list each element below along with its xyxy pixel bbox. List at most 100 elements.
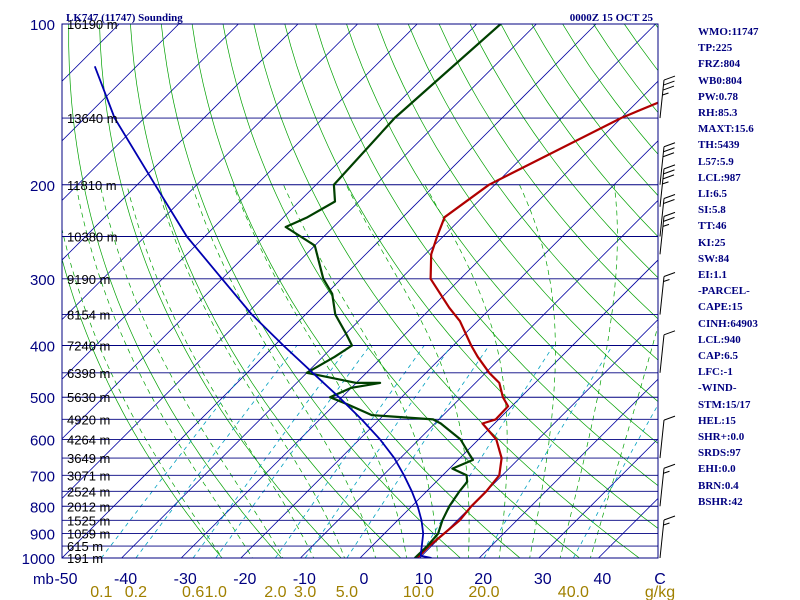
index-line: BRN:0.4 bbox=[698, 479, 739, 492]
mixing-ratio-tick-label: 0.1 bbox=[90, 584, 112, 600]
axis-labels: 16190 m 13640 m 11810 m 10380 m 9190 m 8154 m… bbox=[22, 17, 676, 600]
pressure-tick-label: 200 bbox=[30, 178, 55, 195]
index-line: LI:6.5 bbox=[698, 188, 728, 201]
isotherm-line bbox=[359, 259, 658, 558]
temperature-tick-label: 0 bbox=[360, 571, 369, 588]
moist-adiabat-line bbox=[62, 227, 223, 558]
index-line: SHR+:0.0 bbox=[698, 431, 745, 444]
height-label: 3071 m bbox=[67, 468, 110, 483]
dry-adiabat-line bbox=[222, 24, 581, 558]
dewpoint-trace bbox=[284, 24, 502, 558]
index-line: -PARCEL- bbox=[698, 285, 750, 298]
height-label: 1059 m bbox=[67, 527, 110, 542]
height-label: 615 m bbox=[67, 539, 103, 554]
mixing-ratio-tick-label: 10.0 bbox=[403, 584, 434, 600]
pressure-tick-label: 900 bbox=[30, 527, 55, 544]
moist-adiabat-line bbox=[126, 184, 315, 558]
dry-adiabat-line bbox=[99, 24, 342, 558]
mixing-ratio-line bbox=[483, 345, 613, 558]
index-line: LCL:987 bbox=[698, 171, 741, 184]
index-line: -WIND- bbox=[698, 382, 737, 395]
height-label: 5630 m bbox=[67, 390, 110, 405]
dry-adiabat-line bbox=[438, 24, 658, 320]
height-label: 4920 m bbox=[67, 412, 110, 427]
pressure-tick-label: 1000 bbox=[22, 551, 55, 568]
moist-adiabat-line bbox=[590, 324, 658, 558]
pressure-unit-label: mb bbox=[33, 571, 54, 588]
parcel-trace bbox=[93, 65, 432, 558]
dry-adiabat-line bbox=[62, 257, 223, 558]
height-label: 11810 m bbox=[67, 178, 117, 193]
wind-barb bbox=[659, 211, 676, 255]
isotherm-line bbox=[180, 80, 658, 558]
index-line: TP:225 bbox=[698, 42, 733, 55]
index-line: MAXT:15.6 bbox=[698, 123, 754, 136]
moist-adiabat-line bbox=[75, 184, 253, 558]
index-line: WMO:11747 bbox=[698, 26, 759, 38]
dry-adiabat-line bbox=[346, 24, 658, 444]
wind-barb bbox=[659, 415, 676, 459]
index-line: TH:5439 bbox=[698, 139, 740, 152]
temperature-tick-label: -40 bbox=[114, 571, 137, 588]
isotherm-line bbox=[62, 24, 537, 499]
index-line: HEL:15 bbox=[698, 414, 736, 427]
dry-adiabat-line bbox=[130, 24, 402, 558]
dry-adiabat-line bbox=[315, 24, 658, 487]
isotherm-line bbox=[538, 438, 658, 558]
moist-adiabat-line bbox=[519, 184, 556, 558]
index-line: KI:25 bbox=[698, 236, 726, 249]
height-label: 7240 m bbox=[67, 339, 110, 354]
index-line: SW:84 bbox=[698, 252, 730, 265]
index-line: L57:5.9 bbox=[698, 155, 734, 168]
height-label: 6398 m bbox=[67, 366, 110, 381]
plot-frame bbox=[61, 23, 659, 559]
pressure-tick-label: 500 bbox=[30, 390, 55, 407]
wind-barb bbox=[659, 463, 676, 507]
wind-barb bbox=[659, 330, 676, 373]
index-line: EI:1.1 bbox=[698, 269, 728, 282]
mixing-ratio-line bbox=[573, 404, 658, 558]
moist-adiabat-line bbox=[156, 184, 345, 558]
mixing-ratio-unit-label: g/kg bbox=[645, 584, 675, 600]
dry-adiabat-line bbox=[407, 24, 658, 361]
mixing-ratio-line bbox=[418, 345, 554, 558]
mixing-ratio-tick-label: 5.0 bbox=[336, 584, 358, 600]
isotherm-line bbox=[478, 378, 658, 558]
isotherm-line bbox=[62, 24, 358, 321]
height-label: 191 m bbox=[67, 551, 103, 566]
wind-barb bbox=[659, 194, 676, 237]
height-label: 2012 m bbox=[67, 499, 110, 514]
index-line: FRZ:804 bbox=[698, 58, 741, 71]
height-label: 4264 m bbox=[67, 433, 110, 448]
isotherm-line bbox=[240, 140, 658, 558]
index-line: CINH:64903 bbox=[698, 317, 758, 330]
station-title: LK747 (11747) Sounding bbox=[66, 12, 183, 24]
temperature-tick-label: -20 bbox=[233, 571, 256, 588]
index-line: LCL:940 bbox=[698, 333, 741, 346]
height-label: 16190 m bbox=[67, 17, 118, 32]
wind-barb bbox=[659, 75, 676, 119]
pressure-tick-label: 600 bbox=[30, 433, 55, 450]
index-line: SRDS:97 bbox=[698, 447, 741, 460]
temperature-tick-label: -30 bbox=[174, 571, 197, 588]
index-line: CAPE:15 bbox=[698, 301, 743, 314]
temperature-tick-label: -10 bbox=[293, 571, 316, 588]
profile-traces bbox=[93, 24, 658, 558]
pressure-tick-label: 100 bbox=[30, 17, 55, 34]
isobars bbox=[62, 23, 658, 559]
moist-adiabat-line bbox=[345, 184, 470, 558]
pressure-tick-label: 400 bbox=[30, 339, 55, 356]
isotherm-line bbox=[62, 24, 478, 440]
index-line: LFC:-1 bbox=[698, 366, 733, 379]
mixing-ratio-tick-label: 3.0 bbox=[294, 584, 316, 600]
height-label: 10380 m bbox=[67, 229, 118, 244]
dry-adiabat-line bbox=[284, 24, 658, 529]
moist-adiabat-line bbox=[283, 184, 438, 558]
moist-adiabat-line bbox=[424, 184, 508, 558]
height-label: 3649 m bbox=[67, 451, 110, 466]
temperature-trace bbox=[416, 101, 658, 558]
index-line: SI:5.8 bbox=[698, 204, 726, 217]
dry-adiabat-line bbox=[377, 24, 658, 403]
moist-adiabat-line bbox=[99, 184, 284, 558]
